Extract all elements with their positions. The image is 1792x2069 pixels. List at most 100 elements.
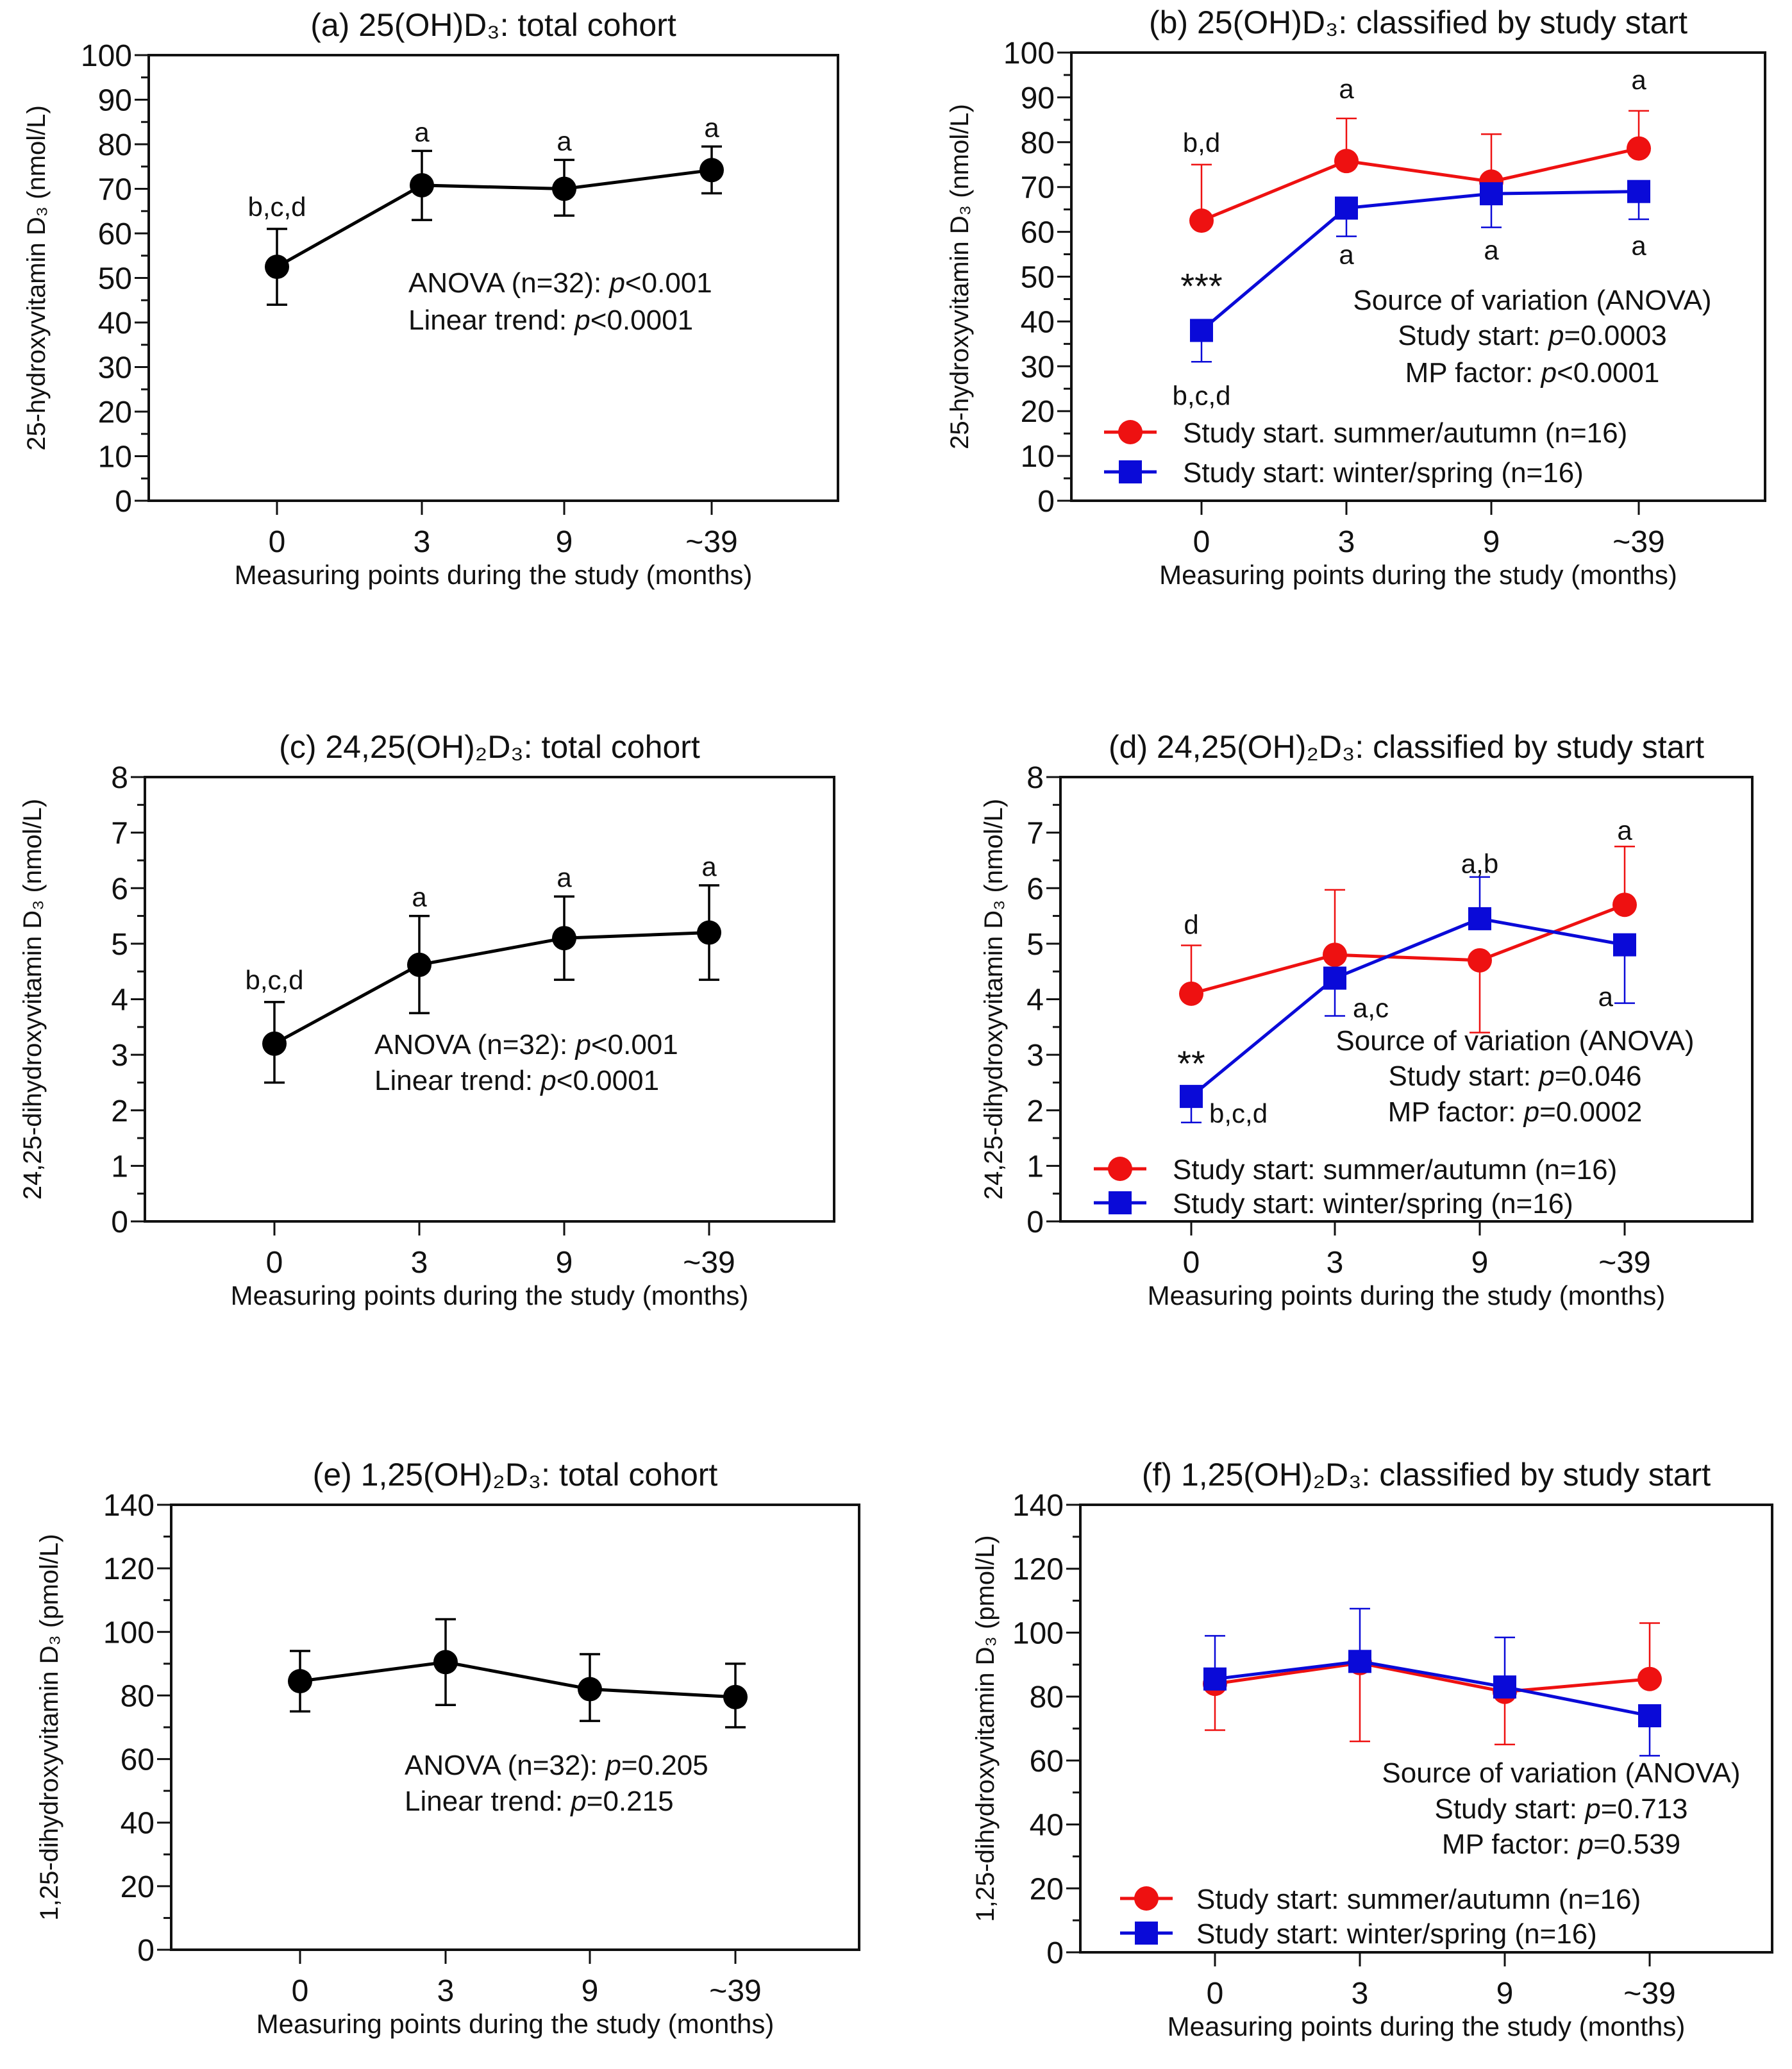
y-tick-label: 60	[1030, 1745, 1064, 1779]
panel-title: (f) 1,25(OH)₂D₃: classified by study sta…	[1142, 1457, 1711, 1493]
data-point	[1203, 1667, 1227, 1691]
data-point	[1323, 942, 1347, 967]
x-axis-label: Measuring points during the study (month…	[256, 2009, 775, 2039]
x-tick-label: ~39	[709, 1974, 761, 2008]
data-point	[1468, 907, 1491, 930]
data-point	[1335, 196, 1358, 220]
legend-item: Study start: summer/autumn (n=16)	[1120, 1884, 1641, 1915]
stats-annotation: Linear trend: p<0.0001	[374, 1065, 659, 1096]
y-tick-label: 4	[111, 984, 128, 1018]
stats-annotation: MP factor: p=0.0002	[1388, 1096, 1643, 1128]
y-tick-label: 90	[1021, 81, 1055, 115]
y-tick-label: 40	[121, 1807, 155, 1841]
significance-letter: a	[1598, 982, 1614, 1012]
legend-label: Study start: winter/spring (n=16)	[1183, 457, 1584, 489]
data-point	[1348, 1650, 1371, 1673]
series-line	[1214, 1659, 1650, 1718]
x-axis-label: Measuring points during the study (month…	[1168, 2011, 1686, 2041]
y-tick-label: 8	[111, 761, 128, 795]
y-tick-label: 1	[111, 1150, 128, 1184]
x-axis-label: Measuring points during the study (month…	[235, 560, 753, 590]
significance-letter: d	[1184, 910, 1198, 940]
significance-letter: a	[1484, 235, 1499, 265]
y-tick-label: 70	[98, 173, 132, 207]
stats-annotation: Source of variation (ANOVA)	[1382, 1757, 1740, 1789]
x-tick-label: 9	[582, 1974, 599, 2008]
x-tick-label: ~39	[1623, 1977, 1675, 2011]
significance-letter: b,c,d	[245, 965, 303, 995]
y-tick-label: 80	[1021, 126, 1055, 160]
stats-annotation: Linear trend: p=0.215	[405, 1786, 674, 1817]
y-axis-label: 25-hydroxyvitamin D₃ (nmol/L)	[946, 104, 974, 449]
legend-item: Study start: summer/autumn (n=16)	[1094, 1154, 1617, 1185]
panel-c: (c) 24,25(OH)₂D₃: total cohort 0 1 2 3 4 5 6 7 8 2…	[19, 729, 835, 1311]
significance-letter: a	[1339, 74, 1354, 104]
significance-letter: b,c,d	[247, 192, 306, 222]
panel-b: (b) 25(OH)D₃: classified by study start 0…	[946, 4, 1766, 590]
stats-annotation: Source of variation (ANOVA)	[1353, 285, 1711, 316]
x-tick-label: 0	[266, 1246, 283, 1280]
y-tick-label: 20	[1021, 395, 1055, 429]
legend-marker	[1135, 1922, 1158, 1945]
y-tick-label: 1	[1026, 1150, 1044, 1184]
y-tick-label: 0	[1046, 1936, 1064, 1970]
series-1	[1179, 846, 1637, 1034]
x-tick-label: 3	[414, 525, 431, 559]
legend-marker	[1134, 1886, 1159, 1911]
y-tick-label: 2	[111, 1094, 128, 1128]
significance-letter: a,c	[1353, 993, 1389, 1023]
x-tick-label: ~39	[685, 525, 737, 559]
data-point	[1180, 1085, 1203, 1109]
x-tick-label: ~39	[1598, 1246, 1650, 1280]
y-tick-label: 4	[1026, 984, 1044, 1018]
plot-frame	[170, 1504, 860, 1951]
data-point	[1638, 1704, 1661, 1728]
legend-label: Study start: summer/autumn (n=16)	[1196, 1884, 1641, 1915]
significance-letter: a	[1631, 231, 1646, 261]
y-tick-label: 5	[111, 928, 128, 962]
data-point	[433, 1650, 458, 1675]
series-2	[1190, 180, 1650, 363]
data-point	[1190, 319, 1213, 342]
legend-marker	[1119, 460, 1142, 483]
data-point	[265, 255, 289, 280]
y-tick-label: 50	[1021, 261, 1055, 295]
x-tick-label: 0	[269, 525, 286, 559]
panel-title: (b) 25(OH)D₃: classified by study start	[1149, 4, 1687, 40]
y-tick-label: 60	[1021, 216, 1055, 250]
series-2	[1180, 876, 1636, 1124]
y-tick-label: 120	[1012, 1553, 1064, 1587]
y-tick-label: 7	[1026, 817, 1044, 851]
data-point	[1627, 180, 1650, 203]
significance-letter: b,d	[1183, 128, 1220, 158]
y-tick-label: 80	[1030, 1680, 1064, 1714]
stats-annotation: ANOVA (n=32): p<0.001	[408, 267, 712, 299]
x-tick-label: 3	[1352, 1977, 1369, 2011]
y-tick-label: 10	[98, 440, 132, 474]
legend-label: Study start. summer/autumn (n=16)	[1183, 417, 1627, 449]
significance-letter: b,c,d	[1172, 381, 1230, 411]
y-tick-label: 100	[1003, 37, 1055, 71]
x-tick-label: 0	[1207, 1977, 1224, 2011]
x-tick-label: 0	[1193, 525, 1210, 559]
x-tick-label: 9	[556, 525, 573, 559]
y-axis-label: 25-hydroxyvitamin D₃ (nmol/L)	[22, 105, 51, 451]
y-tick-label: 120	[103, 1552, 155, 1586]
panel-e: (e) 1,25(OH)₂D₃: total cohort 0 20 40 60 80 10…	[35, 1457, 860, 2039]
legend-marker	[1108, 1157, 1132, 1181]
y-tick-label: 0	[1037, 485, 1055, 519]
series-1	[288, 1618, 748, 1729]
panel-title: (c) 24,25(OH)₂D₃: total cohort	[279, 729, 700, 765]
x-axis-label: Measuring points during the study (month…	[1148, 1280, 1666, 1311]
x-tick-label: 0	[1183, 1246, 1200, 1280]
stats-annotation: Study start: p=0.713	[1434, 1793, 1687, 1825]
significance-letter: b,c,d	[1209, 1098, 1268, 1128]
y-tick-label: 40	[1021, 305, 1055, 339]
y-tick-label: 40	[98, 306, 132, 340]
y-tick-label: 80	[121, 1679, 155, 1713]
x-tick-label: ~39	[1612, 525, 1664, 559]
series-1	[1189, 110, 1651, 233]
y-tick-label: 5	[1026, 928, 1044, 962]
x-axis-label: Measuring points during the study (month…	[1159, 560, 1677, 590]
significance-stars: ***	[1180, 265, 1222, 306]
